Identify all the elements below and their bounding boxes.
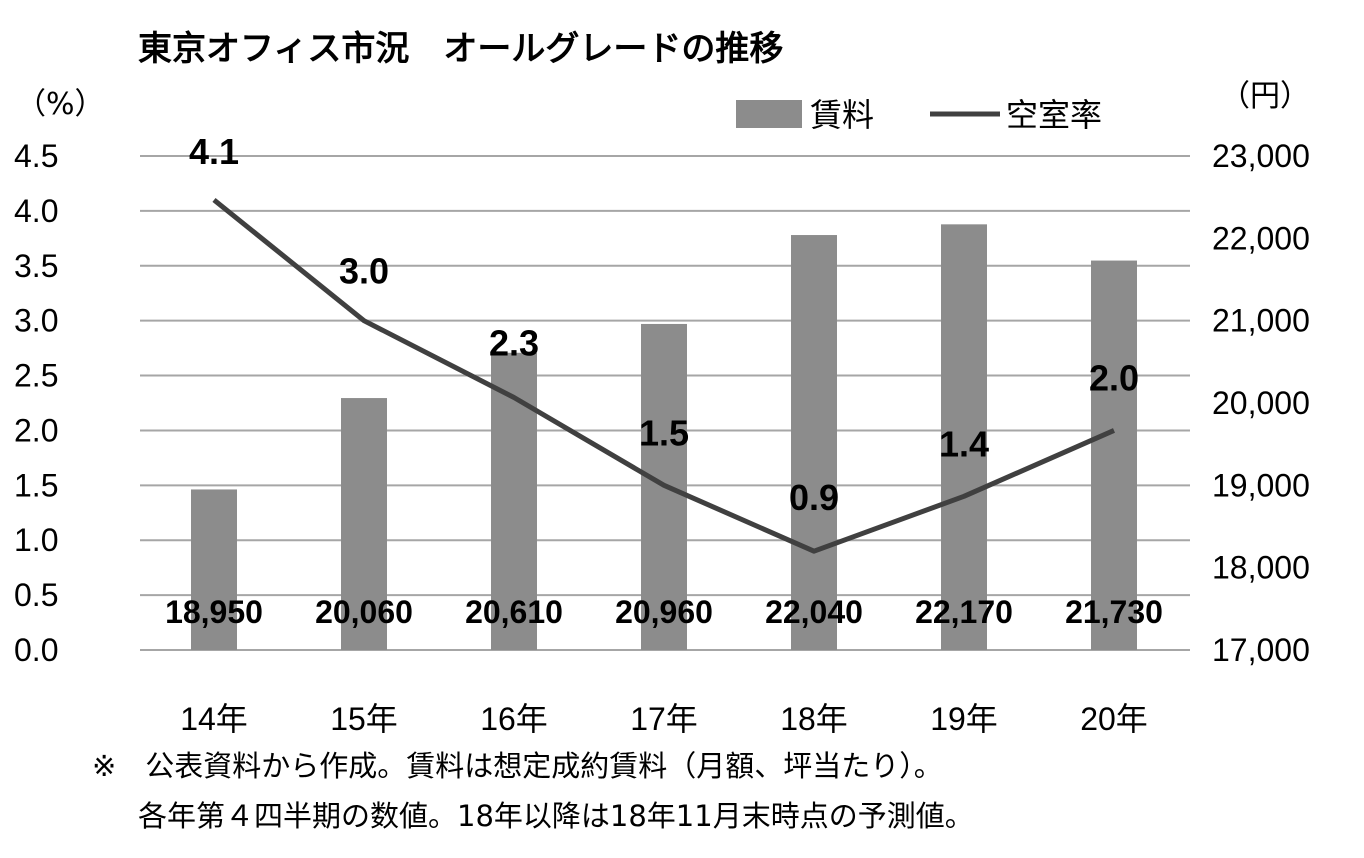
rent-bar (941, 224, 987, 650)
rent-value-label: 22,040 (765, 594, 863, 630)
category-label: 16年 (480, 701, 548, 737)
footnote-line-1: ※ 公表資料から作成。賃料は想定成約賃料（月額、坪当たり）。 (92, 749, 943, 783)
left-tick-label: 3.0 (14, 303, 58, 339)
vacancy-value-label: 2.0 (1089, 357, 1139, 398)
left-tick-label: 2.5 (14, 358, 58, 394)
left-axis-unit: （%） (16, 87, 105, 122)
footnote-line-2: 各年第４四半期の数値。18年以降は18年11月末時点の予測値。 (138, 799, 974, 833)
category-label: 15年 (330, 701, 398, 737)
rent-value-label: 18,950 (165, 594, 263, 630)
rent-bars (191, 224, 1137, 651)
left-tick-label: 3.5 (14, 248, 58, 284)
vacancy-value-label: 1.4 (939, 423, 989, 464)
vacancy-value-label: 4.1 (189, 131, 239, 172)
rent-value-labels: 18,950 20,060 20,610 20,960 22,040 22,170 21,7… (165, 594, 1163, 630)
left-tick-label: 0.0 (14, 632, 58, 668)
category-label: 14年 (180, 701, 248, 737)
vacancy-value-label: 0.9 (789, 477, 839, 518)
right-tick-label: 20,000 (1212, 385, 1310, 421)
left-axis-ticks: 0.0 0.5 1.0 1.5 2.0 2.5 3.0 3.5 4.0 4.5 (14, 138, 58, 668)
rent-value-label: 22,170 (915, 594, 1013, 630)
left-tick-label: 1.5 (14, 467, 58, 503)
rent-value-label: 20,960 (615, 594, 713, 630)
left-tick-label: 4.5 (14, 138, 58, 174)
category-label: 18年 (780, 701, 848, 737)
vacancy-value-label: 3.0 (339, 251, 389, 292)
vacancy-value-label: 1.5 (639, 412, 689, 453)
right-tick-label: 19,000 (1212, 467, 1310, 503)
rent-bar (341, 398, 387, 650)
left-tick-label: 4.0 (14, 193, 58, 229)
rent-bar (1091, 260, 1137, 650)
right-tick-label: 21,000 (1212, 303, 1310, 339)
legend-rent-label: 賃料 (810, 96, 874, 134)
category-label: 19年 (930, 701, 998, 737)
category-label: 20年 (1080, 701, 1148, 737)
right-tick-label: 18,000 (1212, 550, 1310, 586)
right-axis-ticks: 17,000 18,000 19,000 20,000 21,000 22,000 23,0… (1212, 138, 1310, 668)
rent-value-label: 21,730 (1065, 594, 1163, 630)
chart-title: 東京オフィス市況 オールグレードの推移 (138, 29, 783, 69)
vacancy-value-label: 2.3 (489, 323, 539, 364)
left-tick-label: 0.5 (14, 577, 58, 613)
rent-bar (191, 489, 237, 650)
rent-value-label: 20,610 (465, 594, 563, 630)
left-tick-label: 2.0 (14, 412, 58, 448)
legend: 賃料 空室率 (736, 96, 1102, 134)
rent-value-label: 20,060 (315, 594, 413, 630)
vacancy-line (212, 197, 1116, 554)
right-axis-unit: （円） (1220, 79, 1310, 114)
legend-rent-swatch (736, 100, 802, 128)
left-tick-label: 1.0 (14, 522, 58, 558)
category-label: 17年 (630, 701, 698, 737)
right-tick-label: 22,000 (1212, 220, 1310, 256)
right-tick-label: 17,000 (1212, 632, 1310, 668)
vacancy-value-labels: 4.1 3.0 2.3 1.5 0.9 1.4 2.0 (189, 131, 1139, 518)
right-tick-label: 23,000 (1212, 138, 1310, 174)
category-labels: 14年 15年 16年 17年 18年 19年 20年 (180, 701, 1148, 737)
rent-bar (491, 352, 537, 650)
vacancy-line-path (212, 197, 1116, 554)
rent-bar (791, 235, 837, 651)
legend-vacancy-label: 空室率 (1006, 96, 1102, 134)
